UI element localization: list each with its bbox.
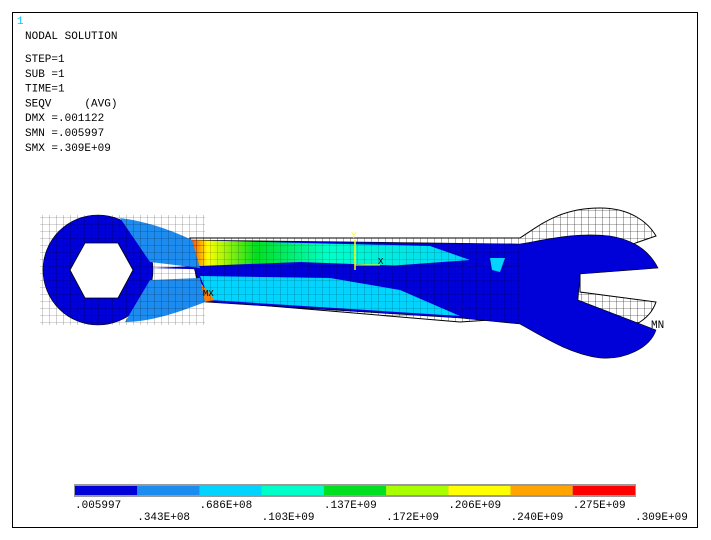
legend-label: .206E+09 (448, 500, 501, 512)
legend-label: .137E+09 (324, 500, 377, 512)
legend-swatch (572, 486, 635, 495)
legend-label: .103E+09 (262, 512, 315, 524)
legend-swatch (199, 486, 262, 495)
legend-label: .005997 (75, 500, 121, 512)
legend-swatch (261, 486, 324, 495)
small-band (490, 258, 505, 272)
legend-swatch (448, 486, 511, 495)
legend-swatch (323, 486, 387, 495)
min-label: MN (651, 320, 664, 332)
legend-label: .172E+09 (386, 512, 439, 524)
legend-swatch (510, 486, 573, 495)
header-line: SMX =.309E+09 (25, 143, 111, 155)
header-line: TIME=1 (25, 84, 65, 96)
header-line: SMN =.005997 (25, 128, 104, 140)
legend-label: .309E+09 (635, 512, 688, 524)
handle-mesh (190, 240, 520, 324)
hex-hole (69, 242, 134, 299)
legend-label: .343E+08 (137, 512, 190, 524)
triad (354, 240, 380, 270)
header-lines: STEP=1 SUB =1 TIME=1 SEQV (AVG) DMX =.001122… (25, 54, 117, 155)
header-title: NODAL SOLUTION (25, 31, 117, 43)
legend-label: .686E+08 (199, 500, 252, 512)
legend: .005997 .343E+08 .686E+08 .103E+09 .137E+09.… (74, 484, 688, 524)
header-line: STEP=1 (25, 54, 65, 66)
legend-swatch (137, 486, 200, 495)
header-line: SEQV (AVG) (25, 98, 117, 110)
plot-frame (12, 12, 698, 528)
legend-swatch (75, 486, 138, 495)
triad-y-label: Y (351, 231, 357, 241)
deformed-shape (40, 214, 659, 359)
legend-label: .240E+09 (511, 512, 564, 524)
max-label: MX (203, 289, 214, 299)
header-line: SUB =1 (25, 69, 65, 81)
triad-x-label: X (378, 257, 384, 267)
window-number: 1 (17, 16, 24, 28)
legend-label: .275E+09 (573, 500, 626, 512)
legend-swatch (386, 486, 449, 495)
header-line: DMX =.001122 (25, 113, 104, 125)
